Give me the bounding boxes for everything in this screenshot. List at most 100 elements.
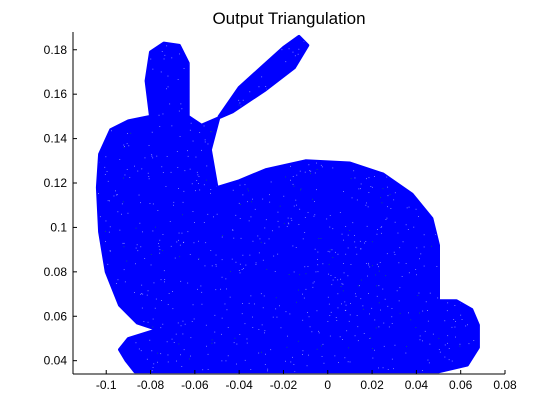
- vertex-speckle: [90, 246, 91, 247]
- vertex-speckle: [351, 197, 353, 199]
- vertex-speckle: [239, 334, 241, 335]
- vertex-speckle: [270, 122, 272, 124]
- vertex-speckle: [92, 127, 93, 128]
- vertex-speckle: [182, 333, 184, 335]
- vertex-speckle: [317, 33, 318, 34]
- vertex-speckle: [183, 241, 185, 243]
- vertex-speckle: [465, 115, 467, 117]
- vertex-speckle: [422, 340, 423, 342]
- vertex-speckle: [456, 253, 458, 254]
- vertex-speckle: [373, 59, 374, 60]
- vertex-speckle: [308, 129, 310, 131]
- vertex-speckle: [244, 184, 246, 186]
- vertex-speckle: [211, 342, 213, 344]
- vertex-speckle: [334, 355, 336, 357]
- vertex-speckle: [332, 228, 334, 230]
- vertex-speckle: [109, 65, 111, 66]
- vertex-speckle: [95, 275, 96, 276]
- vertex-speckle: [250, 369, 252, 370]
- vertex-speckle: [296, 301, 297, 303]
- vertex-speckle: [259, 238, 261, 240]
- vertex-speckle: [192, 140, 194, 142]
- vertex-speckle: [368, 262, 369, 264]
- x-tick-label: 0: [324, 378, 331, 392]
- vertex-speckle: [405, 224, 407, 226]
- vertex-speckle: [274, 271, 276, 272]
- vertex-speckle: [127, 212, 129, 214]
- vertex-speckle: [481, 364, 482, 365]
- vertex-speckle: [79, 224, 80, 225]
- vertex-speckle: [312, 282, 314, 284]
- vertex-speckle: [368, 192, 370, 193]
- vertex-speckle: [288, 223, 290, 225]
- vertex-speckle: [464, 118, 466, 119]
- vertex-speckle: [370, 337, 372, 339]
- vertex-speckle: [78, 117, 79, 118]
- vertex-speckle: [484, 137, 485, 138]
- vertex-speckle: [223, 171, 225, 173]
- vertex-speckle: [123, 43, 124, 45]
- vertex-speckle: [200, 285, 202, 287]
- vertex-speckle: [429, 292, 431, 294]
- vertex-speckle: [490, 66, 491, 67]
- vertex-speckle: [374, 176, 375, 177]
- vertex-speckle: [476, 309, 478, 311]
- vertex-speckle: [339, 336, 341, 338]
- vertex-speckle: [485, 328, 486, 329]
- vertex-speckle: [308, 164, 310, 166]
- vertex-speckle: [461, 96, 463, 98]
- vertex-speckle: [153, 363, 155, 365]
- vertex-speckle: [316, 34, 317, 35]
- vertex-speckle: [229, 135, 231, 137]
- vertex-speckle: [189, 168, 191, 170]
- vertex-speckle: [232, 179, 234, 181]
- vertex-speckle: [302, 354, 303, 355]
- vertex-speckle: [430, 39, 432, 41]
- vertex-speckle: [129, 177, 131, 178]
- vertex-speckle: [372, 348, 373, 349]
- vertex-speckle: [342, 283, 344, 285]
- vertex-speckle: [150, 58, 152, 60]
- vertex-speckle: [313, 150, 314, 152]
- x-axis-ticks: -0.1 -0.08 -0.06 -0.04 -0.02 0 0.02 0.04 0.06 0.0…: [96, 370, 517, 392]
- vertex-speckle: [398, 300, 400, 302]
- vertex-speckle: [124, 281, 126, 283]
- vertex-speckle: [473, 88, 475, 90]
- vertex-speckle: [152, 326, 154, 328]
- vertex-speckle: [422, 370, 423, 371]
- vertex-speckle: [336, 59, 338, 61]
- vertex-speckle: [211, 339, 213, 341]
- vertex-speckle: [391, 358, 393, 360]
- vertex-speckle: [125, 103, 127, 105]
- vertex-speckle: [496, 71, 497, 72]
- vertex-speckle: [320, 238, 322, 239]
- vertex-speckle: [157, 352, 159, 354]
- vertex-speckle: [222, 170, 223, 172]
- vertex-speckle: [137, 108, 139, 110]
- vertex-speckle: [332, 93, 334, 94]
- vertex-speckle: [454, 305, 456, 306]
- vertex-speckle: [408, 312, 409, 314]
- vertex-speckle: [243, 150, 245, 151]
- vertex-speckle: [206, 165, 208, 167]
- vertex-speckle: [437, 297, 439, 299]
- vertex-speckle: [329, 215, 331, 216]
- vertex-speckle: [399, 312, 401, 314]
- vertex-speckle: [356, 315, 358, 316]
- vertex-speckle: [322, 343, 324, 345]
- vertex-speckle: [329, 92, 331, 94]
- vertex-speckle: [481, 284, 482, 285]
- vertex-speckle: [372, 67, 374, 68]
- y-tick-label: 0.04: [44, 354, 68, 368]
- vertex-speckle: [448, 208, 449, 210]
- vertex-speckle: [427, 116, 428, 118]
- vertex-speckle: [480, 119, 481, 120]
- vertex-speckle: [144, 103, 146, 105]
- vertex-speckle: [349, 230, 351, 231]
- vertex-speckle: [441, 96, 443, 98]
- vertex-speckle: [202, 369, 204, 371]
- vertex-speckle: [431, 245, 432, 247]
- vertex-speckle: [120, 99, 122, 101]
- vertex-speckle: [341, 122, 343, 124]
- vertex-speckle: [260, 167, 262, 168]
